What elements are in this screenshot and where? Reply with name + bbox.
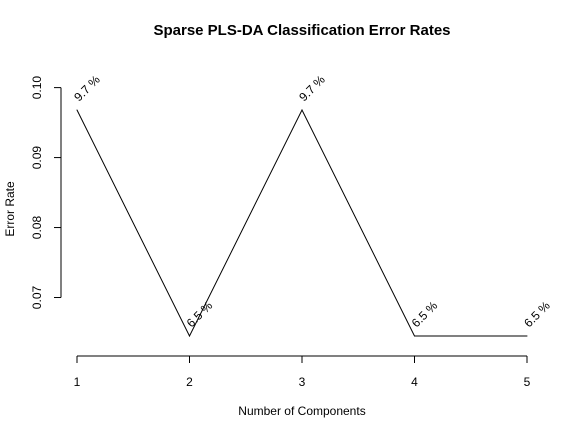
- chart-title: Sparse PLS-DA Classification Error Rates: [153, 22, 450, 39]
- data-point: [414, 335, 415, 337]
- data-label: 9.7 %: [71, 72, 103, 104]
- x-tick-label: 2: [186, 375, 193, 389]
- x-tick-label: 4: [411, 375, 418, 389]
- x-axis-label: Number of Components: [238, 404, 365, 418]
- data-point: [526, 335, 528, 337]
- x-tick-label: 5: [524, 375, 531, 389]
- y-tick-label: 0.10: [30, 76, 44, 100]
- x-tick-label: 1: [74, 375, 81, 389]
- series-group: [76, 108, 528, 338]
- data-label: 6.5 %: [409, 298, 441, 330]
- data-label: 9.7 %: [296, 72, 328, 104]
- data-point: [189, 335, 190, 337]
- x-axis: 1 2 3 4 5: [74, 355, 531, 389]
- x-tick-label: 3: [299, 375, 306, 389]
- data-point: [301, 109, 303, 111]
- data-label: 6.5 %: [521, 298, 553, 330]
- y-tick-label: 0.07: [30, 286, 44, 310]
- data-label: 6.5 %: [184, 298, 216, 330]
- error-rate-line: [76, 108, 527, 338]
- y-tick-label: 0.09: [30, 146, 44, 170]
- y-axis: 0.07 0.08 0.09 0.10: [30, 76, 62, 310]
- y-tick-label: 0.08: [30, 216, 44, 240]
- data-point: [76, 109, 78, 111]
- y-axis-label: Error Rate: [3, 181, 17, 237]
- data-labels-group: 9.7 % 6.5 % 9.7 % 6.5 % 6.5 %: [71, 72, 553, 330]
